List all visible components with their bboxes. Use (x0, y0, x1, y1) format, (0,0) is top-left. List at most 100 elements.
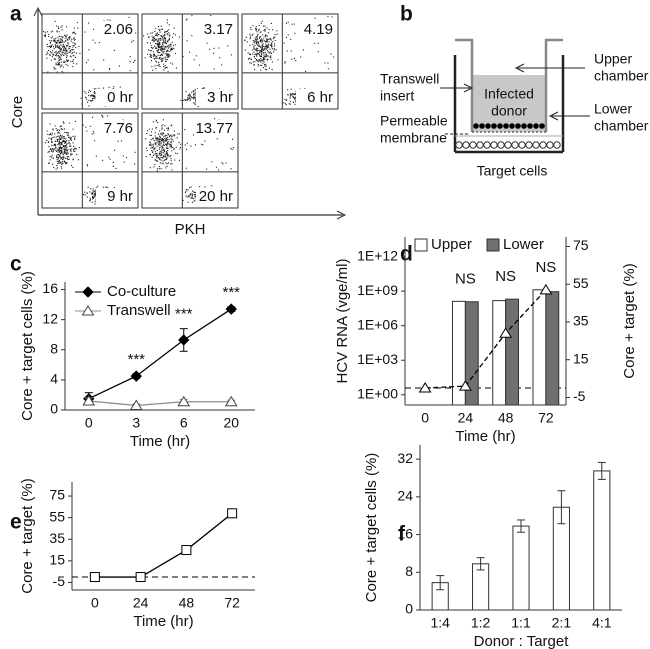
dot (292, 96, 294, 98)
x-tick-label: 0 (91, 595, 99, 611)
x-tick-label: 48 (498, 410, 514, 426)
dot (254, 39, 256, 41)
line (88, 308, 232, 400)
dot (162, 132, 164, 134)
dot (58, 27, 60, 29)
dot (171, 135, 173, 137)
dot (253, 42, 255, 44)
dot (54, 144, 56, 146)
dot (190, 192, 192, 194)
dot (261, 40, 263, 42)
dot (69, 49, 71, 51)
dot (191, 195, 193, 197)
dot (161, 38, 163, 40)
dot (132, 40, 134, 42)
dot (93, 92, 95, 94)
dot (66, 156, 68, 158)
dot (187, 97, 189, 99)
time-label: 20 hr (199, 188, 233, 205)
dot (169, 34, 171, 36)
dot (171, 41, 173, 43)
dot (282, 102, 284, 104)
dot (149, 54, 151, 56)
donor-cell (521, 123, 527, 129)
dot (262, 45, 264, 47)
dot (191, 196, 193, 198)
dot (68, 142, 70, 144)
dot (256, 50, 258, 52)
dot (156, 57, 158, 59)
dot (76, 22, 78, 24)
dot (158, 154, 160, 156)
dot (58, 42, 60, 44)
dot (162, 48, 164, 50)
dot (51, 154, 53, 156)
dot (260, 46, 262, 48)
dot (49, 148, 51, 150)
dot (62, 137, 64, 139)
dot (151, 156, 153, 158)
donor-cell (473, 123, 479, 129)
dot (57, 26, 59, 28)
dot (156, 168, 158, 170)
dot (185, 167, 187, 169)
dot (285, 104, 287, 106)
dot (64, 138, 66, 140)
dot (68, 136, 70, 138)
dot (51, 156, 53, 158)
dot (160, 49, 162, 51)
dot (159, 30, 161, 32)
dot (154, 58, 156, 60)
dot (168, 141, 170, 143)
dot (163, 38, 165, 40)
x-axis-label: Time (hr) (455, 428, 515, 445)
dot (153, 146, 155, 148)
dot (60, 143, 62, 145)
dot (64, 52, 66, 54)
target-cell (532, 141, 540, 149)
dot (191, 15, 193, 17)
dot (73, 145, 75, 147)
dot (166, 140, 168, 142)
dot (65, 36, 67, 38)
dot (78, 45, 80, 47)
dot (266, 40, 268, 42)
dot (193, 96, 195, 98)
dot (164, 129, 166, 131)
dot (164, 67, 166, 69)
dot (162, 155, 164, 157)
dot (72, 46, 74, 48)
dot (256, 41, 258, 43)
dot (161, 125, 163, 127)
dot (54, 140, 56, 142)
target-cells (455, 141, 561, 149)
dot (258, 49, 260, 51)
dot (93, 69, 95, 71)
dot (160, 149, 162, 151)
dot (184, 99, 186, 101)
dot (57, 132, 59, 134)
dot (188, 196, 190, 198)
dot (159, 31, 161, 33)
dot (66, 55, 68, 57)
dot (72, 32, 74, 34)
dot (202, 88, 204, 90)
dot (165, 156, 167, 158)
dot (73, 149, 75, 151)
dot (75, 47, 77, 49)
dot (291, 23, 293, 25)
dot (70, 151, 72, 153)
dot (260, 50, 262, 52)
dot (64, 128, 66, 130)
dot (156, 42, 158, 44)
dot (170, 144, 172, 146)
dot (327, 68, 329, 70)
dot (92, 190, 94, 192)
dot (94, 193, 96, 195)
dot (162, 137, 164, 139)
dot (158, 62, 160, 64)
dot (182, 199, 184, 201)
dot (211, 185, 213, 187)
dot (191, 197, 193, 199)
dot (261, 51, 263, 53)
